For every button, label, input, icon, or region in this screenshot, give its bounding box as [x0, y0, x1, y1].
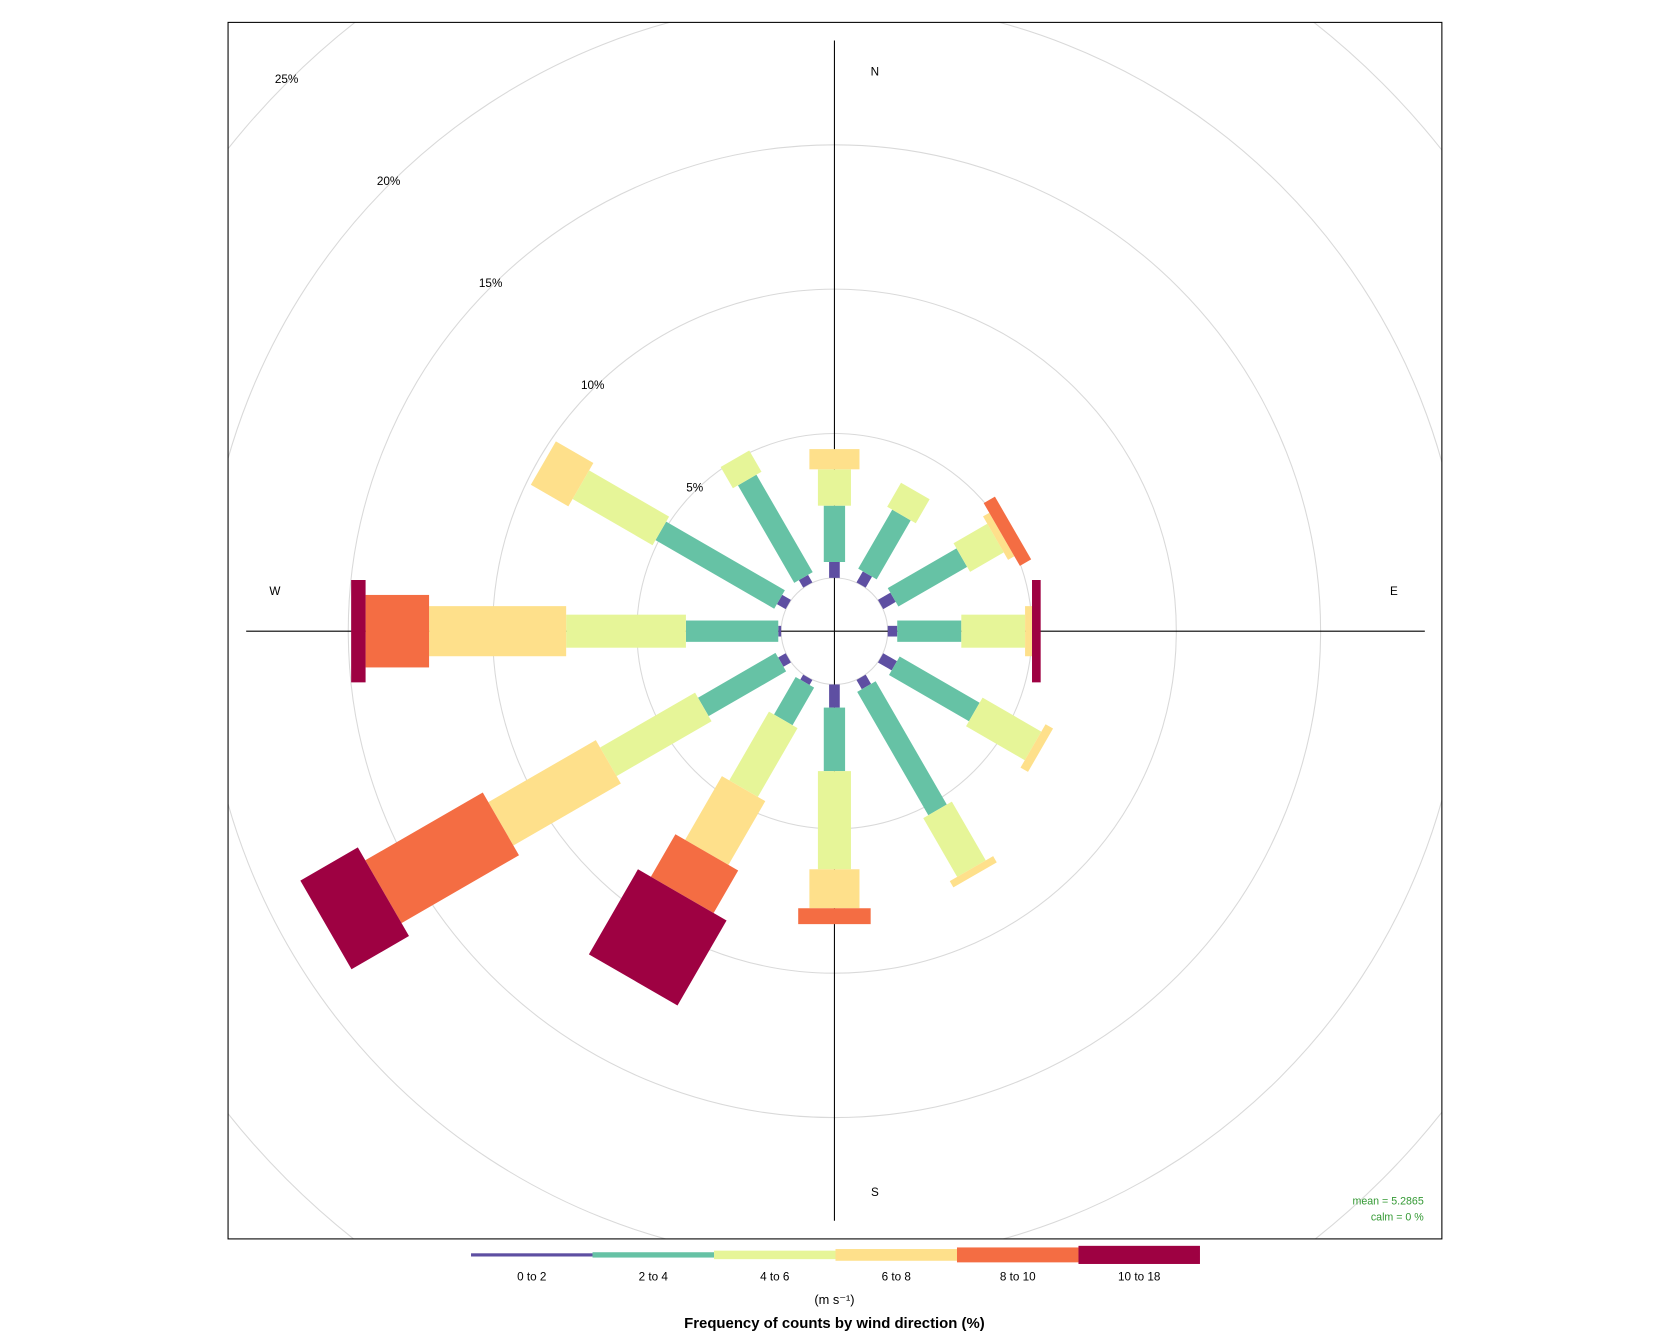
bar-segment — [809, 449, 860, 470]
bar-segment — [1032, 580, 1041, 683]
bar-segment — [572, 470, 670, 546]
bar-segment — [588, 869, 727, 1006]
bar-segment — [877, 592, 896, 610]
legend-label: 10 to 18 — [1118, 1270, 1161, 1283]
compass-label: S — [871, 1186, 879, 1199]
legend-label: 0 to 2 — [517, 1270, 546, 1283]
bar-segment — [729, 711, 798, 797]
compass-label: W — [269, 585, 281, 598]
bar-segment — [720, 450, 762, 489]
r-tick-label: 20% — [377, 175, 400, 188]
bar-segment — [774, 677, 815, 726]
bar-segment — [800, 674, 813, 686]
bar-segment — [897, 620, 962, 642]
bar-segment — [300, 847, 409, 970]
bar-segment — [983, 496, 1032, 566]
bar-segment — [887, 548, 968, 607]
legend-swatch — [471, 1253, 593, 1257]
bar-segment — [1025, 606, 1033, 657]
mean-annotation: mean = 5.2865 — [1352, 1195, 1423, 1207]
bar-segment — [858, 509, 911, 580]
bar-segment — [983, 512, 1015, 560]
r-tick-label: 15% — [479, 277, 502, 290]
r-tick-label: 25% — [275, 73, 298, 86]
bar-segment — [961, 614, 1026, 648]
bar-segment — [966, 697, 1042, 761]
bar-segment — [856, 674, 872, 690]
legend-label: 6 to 8 — [882, 1270, 912, 1283]
bar-segment — [566, 614, 686, 648]
compass-label: N — [871, 66, 879, 79]
bar-segment — [823, 707, 846, 772]
bar-segment — [953, 523, 1004, 572]
frame — [227, 21, 1443, 1240]
bar-segment — [829, 684, 840, 708]
legend-swatch — [592, 1252, 715, 1258]
legend-label: 8 to 10 — [1000, 1270, 1036, 1283]
bar-segment — [685, 776, 766, 865]
bar-segment — [817, 469, 851, 506]
labels: 5% 10% 15% 20% 25% N E S W — [269, 66, 1398, 1200]
calm-annotation: calm = 0 % — [1371, 1211, 1424, 1223]
bar-segment — [887, 482, 930, 524]
bar-segment — [857, 681, 947, 816]
bar-segment — [600, 692, 712, 777]
legend-swatch — [835, 1249, 957, 1261]
bar-segment — [923, 801, 986, 877]
bar-segment — [778, 625, 782, 637]
bar-segment — [488, 740, 621, 846]
unit-label: (m s⁻¹) — [814, 1292, 854, 1307]
bars — [300, 441, 1054, 1006]
bar-segment — [949, 856, 997, 888]
compass-label: E — [1390, 585, 1398, 598]
bar-segment — [737, 474, 813, 583]
legend-swatch — [956, 1247, 1079, 1263]
bar-segment — [429, 606, 567, 657]
bar-segment — [823, 505, 846, 562]
bar-segment — [530, 441, 594, 507]
legend-swatch — [714, 1250, 836, 1260]
r-tick-label: 10% — [581, 379, 604, 392]
r-tick-label: 5% — [686, 481, 703, 494]
bar-segment — [650, 834, 739, 914]
bar-segment — [351, 580, 366, 683]
bar-segment — [655, 521, 785, 609]
bar-segment — [856, 571, 873, 588]
bar-segment — [798, 574, 813, 588]
legend-label: 2 to 4 — [639, 1270, 669, 1283]
legend-swatch — [1078, 1245, 1200, 1264]
bar-segment — [887, 625, 898, 637]
chart-title: Frequency of counts by wind direction (%… — [684, 1315, 985, 1332]
legend: 0 to 2 2 to 4 4 to 6 6 to 8 8 to 10 10 to 18 — [471, 1245, 1200, 1283]
bar-segment — [365, 792, 519, 924]
bar-segment — [809, 869, 860, 909]
bar-segment — [888, 656, 980, 722]
bar-segment — [778, 653, 791, 667]
legend-label: 4 to 6 — [760, 1270, 789, 1283]
bar-segment — [776, 594, 791, 610]
bar-segment — [365, 594, 430, 668]
bar-segment — [697, 652, 787, 717]
bar-segment — [685, 620, 779, 642]
bar-segment — [877, 653, 897, 671]
bar-segment — [829, 561, 840, 578]
bar-segment — [1020, 724, 1054, 772]
bar-segment — [798, 908, 871, 925]
bar-segment — [817, 771, 851, 870]
